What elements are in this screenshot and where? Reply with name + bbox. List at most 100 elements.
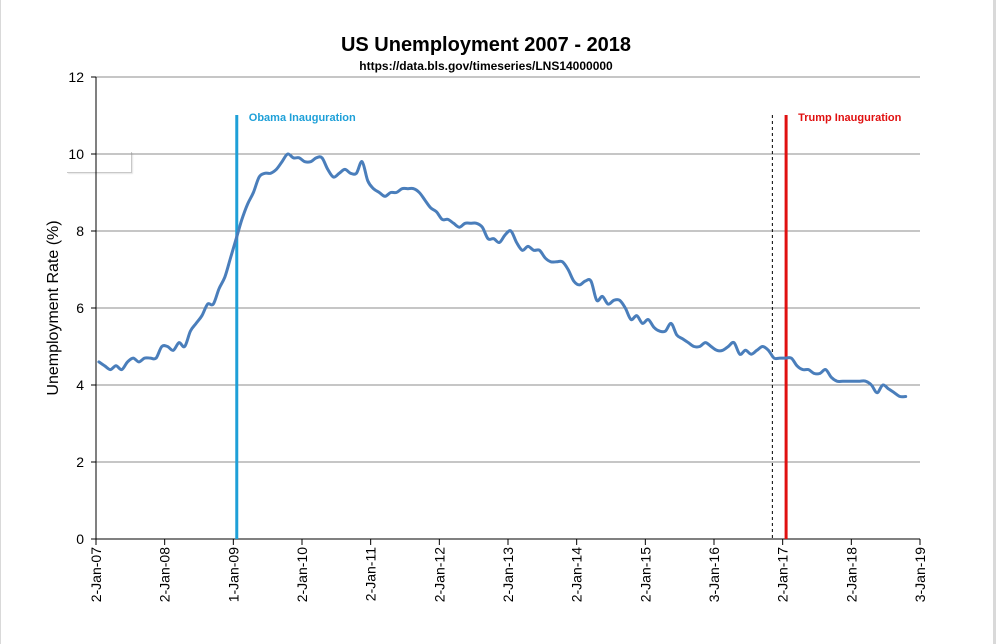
data-point-132 — [854, 381, 855, 382]
data-point-44 — [350, 173, 351, 174]
data-point-12 — [167, 346, 168, 347]
x-tick-label-2: 1-Jan-09 — [225, 547, 241, 602]
data-point-52 — [396, 192, 397, 193]
data-point-107 — [711, 346, 712, 347]
data-point-37 — [310, 161, 311, 162]
data-point-116 — [762, 346, 763, 347]
data-point-21 — [219, 288, 220, 289]
x-tick-labels: 2-Jan-07 2-Jan-08 1-Jan-09 2-Jan-10 2-Jan-11… — [88, 539, 928, 602]
x-tick-label-5: 2-Jan-12 — [431, 547, 447, 602]
data-point-14 — [179, 342, 180, 343]
data-point-130 — [842, 381, 843, 382]
gridlines — [91, 76, 920, 540]
data-point-80 — [556, 261, 557, 262]
data-point-19 — [207, 304, 208, 305]
data-point-55 — [413, 188, 414, 189]
data-point-45 — [356, 173, 357, 174]
data-point-11 — [161, 346, 162, 347]
data-point-97 — [653, 327, 654, 328]
data-point-119 — [779, 358, 780, 359]
data-point-110 — [728, 346, 729, 347]
data-point-87 — [596, 300, 597, 301]
data-point-62 — [453, 223, 454, 224]
y-tick-label-12: 12 — [68, 69, 84, 85]
data-point-121 — [791, 358, 792, 359]
data-point-56 — [419, 192, 420, 193]
data-point-46 — [362, 161, 363, 162]
data-point-29 — [264, 173, 265, 174]
data-point-105 — [699, 346, 700, 347]
data-point-141 — [905, 396, 906, 397]
data-point-17 — [196, 323, 197, 324]
data-point-115 — [756, 350, 757, 351]
cell-outline — [67, 152, 132, 173]
x-tick-label-8: 2-Jan-15 — [637, 547, 653, 602]
data-point-32 — [282, 161, 283, 162]
x-tick-label-6: 2-Jan-13 — [500, 547, 516, 602]
data-point-82 — [568, 269, 569, 270]
data-point-18 — [201, 315, 202, 316]
annotations: Obama Inauguration Trump Inauguration — [235, 112, 902, 539]
data-point-20 — [213, 304, 214, 305]
data-point-26 — [247, 204, 248, 205]
annotation-label-0: Obama Inauguration — [249, 112, 356, 124]
data-point-103 — [688, 342, 689, 343]
data-point-9 — [150, 358, 151, 359]
data-point-123 — [802, 369, 803, 370]
data-point-68 — [488, 238, 489, 239]
data-point-112 — [739, 354, 740, 355]
data-point-100 — [671, 323, 672, 324]
data-point-24 — [236, 238, 237, 239]
y-tick-label-0: 0 — [76, 531, 84, 547]
data-point-104 — [694, 346, 695, 347]
data-point-67 — [482, 227, 483, 228]
data-point-125 — [814, 373, 815, 374]
data-point-50 — [385, 196, 386, 197]
data-point-77 — [539, 250, 540, 251]
data-point-131 — [848, 381, 849, 382]
data-point-89 — [608, 304, 609, 305]
data-point-0 — [98, 361, 99, 362]
data-point-91 — [619, 300, 620, 301]
data-point-114 — [751, 354, 752, 355]
data-point-85 — [585, 281, 586, 282]
data-point-7 — [138, 361, 139, 362]
data-point-72 — [510, 231, 511, 232]
data-point-83 — [573, 281, 574, 282]
data-point-39 — [322, 157, 323, 158]
data-point-129 — [837, 381, 838, 382]
y-tick-label-2: 2 — [76, 454, 84, 470]
data-point-135 — [871, 385, 872, 386]
data-point-86 — [591, 281, 592, 282]
y-tick-label-10: 10 — [68, 146, 84, 162]
data-point-16 — [190, 331, 191, 332]
data-point-136 — [877, 392, 878, 393]
data-point-41 — [333, 177, 334, 178]
series-group — [97, 152, 908, 399]
data-point-31 — [276, 169, 277, 170]
data-point-22 — [224, 277, 225, 278]
data-point-128 — [831, 377, 832, 378]
y-tick-label-6: 6 — [76, 300, 84, 316]
data-point-109 — [722, 350, 723, 351]
x-tick-label-9: 3-Jan-16 — [706, 547, 722, 602]
data-point-108 — [716, 350, 717, 351]
x-tick-label-12: 3-Jan-19 — [912, 547, 928, 602]
data-point-1 — [104, 365, 105, 366]
x-tick-label-7: 2-Jan-14 — [569, 547, 585, 602]
data-point-78 — [545, 258, 546, 259]
data-point-140 — [900, 396, 901, 397]
data-point-102 — [682, 338, 683, 339]
y-axis-label: Unemployment Rate (%) — [45, 220, 62, 395]
x-tick-label-4: 2-Jan-11 — [363, 547, 379, 601]
chart-subtitle: https://data.bls.gov/timeseries/LNS14000… — [359, 59, 613, 73]
chart-title: US Unemployment 2007 - 2018 — [341, 34, 631, 56]
data-point-95 — [642, 323, 643, 324]
data-point-75 — [528, 246, 529, 247]
data-point-38 — [316, 157, 317, 158]
data-point-43 — [344, 169, 345, 170]
data-point-76 — [533, 250, 534, 251]
x-tick-label-3: 2-Jan-10 — [294, 547, 310, 602]
data-point-101 — [676, 335, 677, 336]
